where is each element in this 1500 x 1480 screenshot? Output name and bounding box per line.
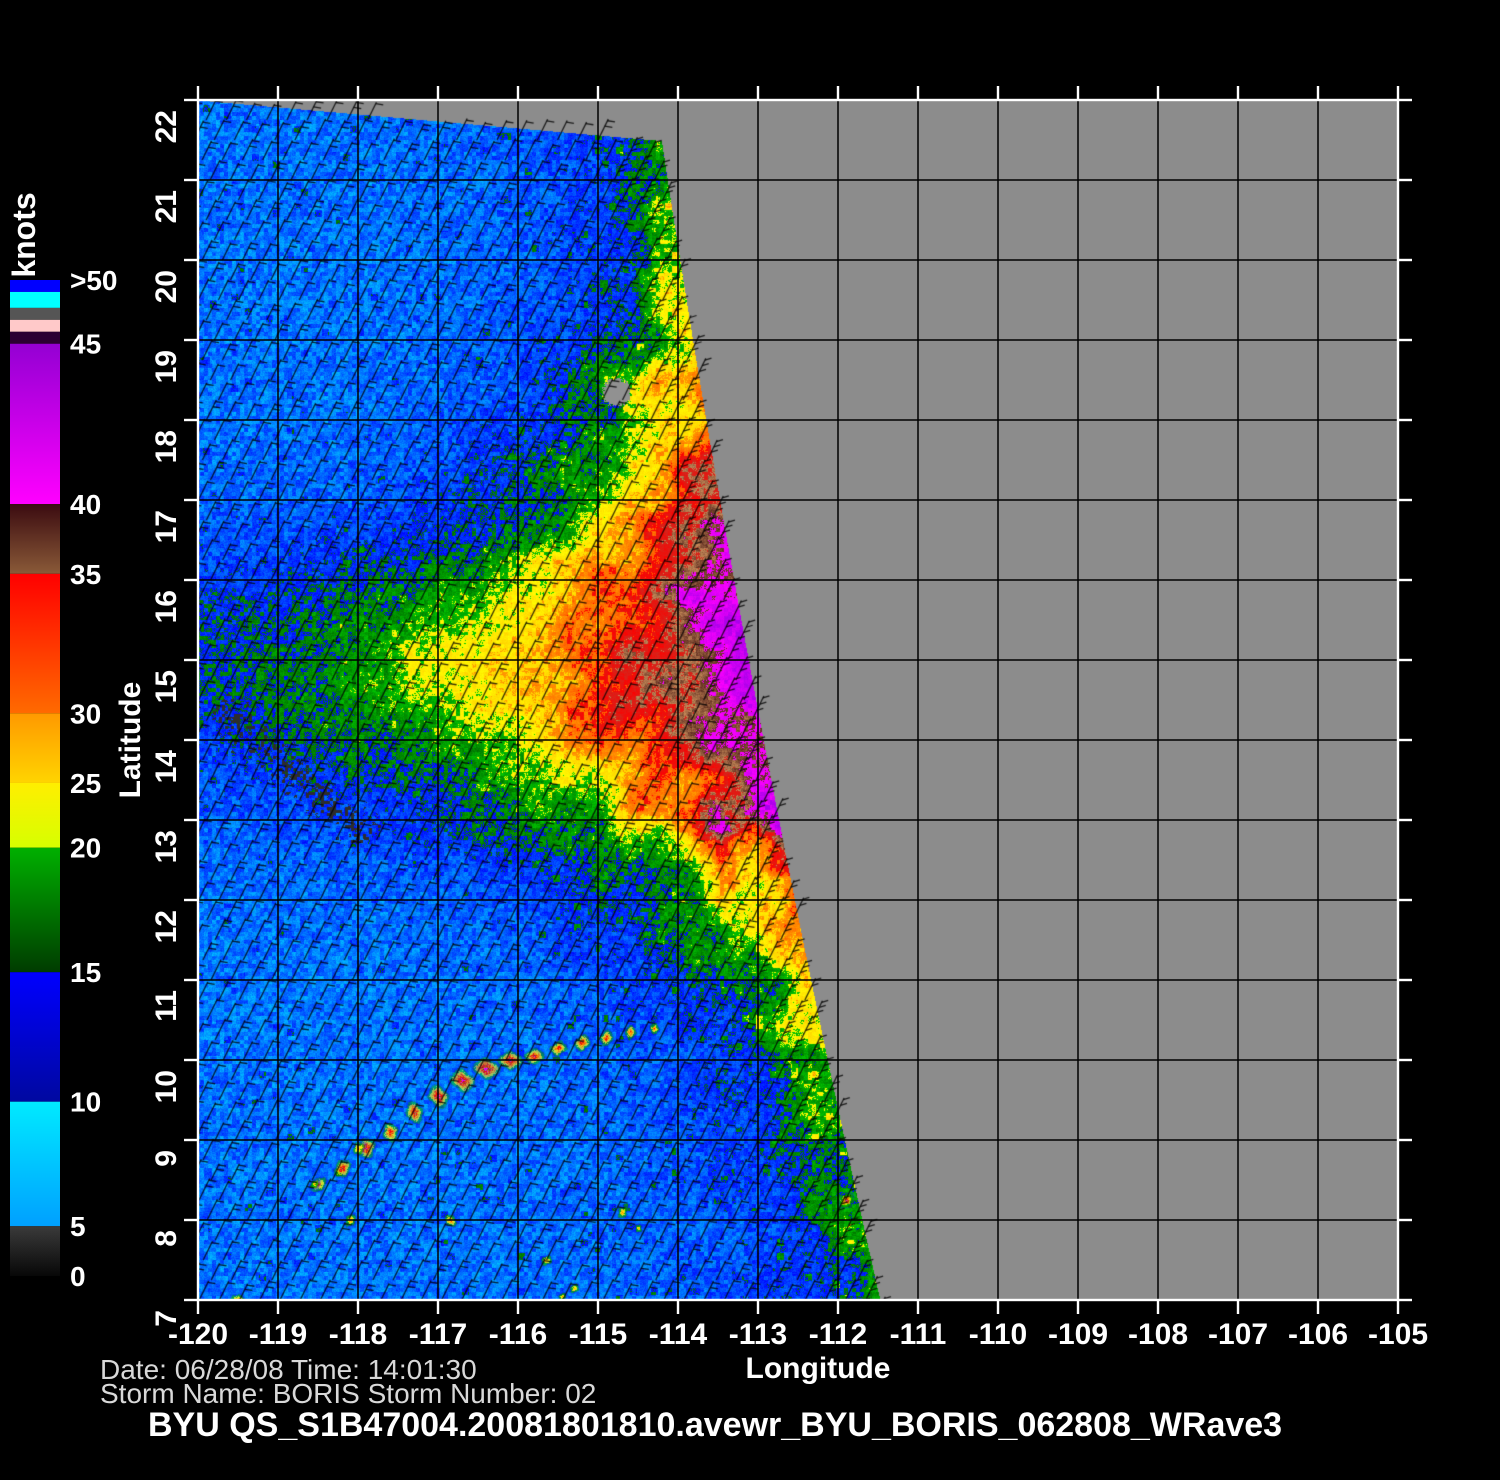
svg-text:-116: -116 xyxy=(489,1318,547,1351)
svg-text:5: 5 xyxy=(70,1211,86,1242)
svg-text:7: 7 xyxy=(150,1310,183,1327)
svg-text:>50: >50 xyxy=(70,265,118,296)
svg-text:-114: -114 xyxy=(649,1318,708,1351)
svg-text:-109: -109 xyxy=(1048,1318,1108,1351)
svg-text:-111: -111 xyxy=(890,1318,947,1351)
svg-text:20: 20 xyxy=(150,270,183,303)
svg-text:BYU QS_S1B47004.20081801810.a: BYU QS_S1B47004.20081801810.avewr_BYU_BO… xyxy=(148,1406,1282,1444)
svg-text:Storm Name: BORIS Storm Numb: Storm Name: BORIS Storm Number: 02 xyxy=(100,1378,596,1409)
svg-text:-106: -106 xyxy=(1288,1318,1348,1351)
svg-text:35: 35 xyxy=(70,559,101,590)
svg-text:Longitude: Longitude xyxy=(746,1352,891,1385)
svg-text:-113: -113 xyxy=(729,1318,787,1351)
svg-text:knots: knots xyxy=(6,192,42,277)
svg-text:-117: -117 xyxy=(409,1318,467,1351)
svg-text:10: 10 xyxy=(150,1070,183,1103)
svg-text:16: 16 xyxy=(150,590,183,623)
svg-text:25: 25 xyxy=(70,768,101,799)
svg-text:45: 45 xyxy=(70,329,101,360)
svg-text:15: 15 xyxy=(150,670,183,703)
svg-text:0: 0 xyxy=(70,1261,86,1292)
svg-text:22: 22 xyxy=(150,110,183,143)
svg-text:30: 30 xyxy=(70,698,101,729)
svg-text:40: 40 xyxy=(70,489,101,520)
svg-text:21: 21 xyxy=(150,190,183,223)
svg-text:9: 9 xyxy=(150,1150,183,1167)
svg-text:15: 15 xyxy=(70,957,101,988)
svg-text:14: 14 xyxy=(150,750,183,784)
svg-text:12: 12 xyxy=(150,910,183,943)
svg-text:Latitude: Latitude xyxy=(114,682,147,799)
svg-text:10: 10 xyxy=(70,1087,101,1118)
svg-text:13: 13 xyxy=(150,830,183,863)
svg-text:18: 18 xyxy=(150,430,183,463)
svg-text:11: 11 xyxy=(150,990,183,1022)
svg-text:-108: -108 xyxy=(1128,1318,1188,1351)
svg-text:-112: -112 xyxy=(809,1318,867,1351)
svg-text:17: 17 xyxy=(150,510,183,543)
svg-text:19: 19 xyxy=(150,350,183,383)
svg-text:20: 20 xyxy=(70,833,101,864)
svg-text:-118: -118 xyxy=(329,1318,387,1351)
svg-text:-115: -115 xyxy=(569,1318,627,1351)
svg-text:-119: -119 xyxy=(249,1318,307,1351)
svg-text:-110: -110 xyxy=(969,1318,1027,1351)
svg-text:-105: -105 xyxy=(1368,1318,1428,1351)
svg-text:8: 8 xyxy=(150,1230,183,1247)
svg-text:-107: -107 xyxy=(1208,1318,1268,1351)
